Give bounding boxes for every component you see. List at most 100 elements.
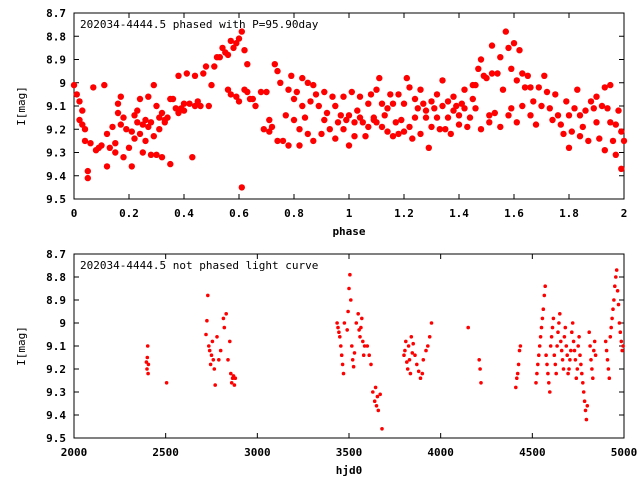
data-point — [153, 102, 160, 110]
data-point — [348, 88, 355, 96]
data-point — [427, 335, 432, 339]
data-point — [365, 100, 372, 107]
data-point — [164, 114, 171, 121]
data-point — [614, 268, 619, 272]
data-point — [548, 344, 553, 348]
data-point — [544, 353, 548, 358]
data-point — [609, 137, 617, 145]
x-tick-label: 2000 — [61, 446, 88, 459]
y-tick-label: 9.2 — [46, 363, 66, 376]
data-point — [117, 121, 125, 128]
data-point — [428, 98, 435, 105]
data-point — [315, 102, 322, 110]
data-point — [221, 316, 226, 321]
data-point — [472, 81, 479, 89]
data-point — [215, 335, 219, 339]
data-point — [340, 362, 345, 367]
data-point — [213, 383, 217, 387]
data-point — [620, 348, 624, 353]
data-point — [570, 330, 574, 335]
data-point — [439, 77, 446, 84]
data-point — [411, 95, 419, 103]
data-point — [117, 93, 125, 100]
data-point — [413, 353, 417, 358]
data-point — [147, 119, 155, 126]
data-point — [271, 60, 278, 68]
data-point — [380, 427, 384, 431]
data-point — [180, 100, 188, 107]
data-point — [307, 98, 314, 105]
data-point — [415, 362, 419, 367]
data-point — [142, 137, 149, 145]
data-point — [578, 353, 582, 358]
data-point — [593, 353, 598, 358]
data-point — [513, 119, 520, 126]
data-point — [374, 404, 379, 408]
data-point — [114, 109, 122, 117]
data-point — [208, 362, 213, 367]
data-point — [235, 98, 243, 105]
phased-light-curve-chart: 0 0.2 0.4 0.6 0.8 1 1.2 1.4 1.6 1.8 2 8.7 8.8 8.9 9 9.1… — [15, 7, 627, 238]
data-point — [429, 321, 434, 325]
data-point — [84, 174, 92, 182]
y-tick-label: 8.7 — [46, 248, 66, 261]
x-tick-label: 2 — [621, 207, 628, 220]
data-point — [486, 119, 493, 126]
data-point — [260, 126, 267, 133]
data-point — [208, 81, 215, 89]
data-point — [505, 112, 512, 119]
data-point — [142, 116, 149, 124]
data-point — [610, 316, 614, 321]
data-point — [268, 123, 276, 131]
data-point — [587, 98, 595, 105]
data-point — [614, 275, 618, 279]
data-point — [228, 339, 232, 344]
data-point — [224, 51, 232, 59]
data-point — [356, 114, 364, 121]
data-point — [332, 102, 339, 110]
data-point — [398, 116, 405, 124]
y-axis-label-top: I[mag] — [15, 86, 28, 126]
data-point — [535, 84, 542, 91]
data-point — [339, 353, 344, 358]
data-point — [205, 102, 212, 110]
data-point — [564, 344, 569, 348]
data-point — [568, 358, 572, 362]
data-point — [150, 133, 157, 140]
data-point — [542, 293, 547, 298]
data-point — [216, 54, 223, 61]
data-point — [561, 367, 566, 371]
chart-title-bottom: 202034-4444.5 not phased light curve — [80, 259, 318, 272]
data-point — [577, 335, 581, 339]
data-point — [535, 371, 539, 376]
data-point — [574, 86, 581, 93]
data-point — [517, 348, 522, 353]
data-point — [588, 344, 592, 348]
data-point — [361, 353, 366, 358]
y-tick-label: 9 — [59, 317, 66, 330]
data-point — [381, 112, 388, 119]
data-point — [563, 98, 570, 105]
data-point — [349, 298, 353, 302]
data-point — [285, 86, 292, 93]
data-point — [418, 376, 423, 381]
data-point — [426, 344, 430, 348]
data-point — [356, 93, 364, 100]
data-point — [450, 93, 457, 100]
data-point — [229, 371, 233, 376]
data-point — [321, 116, 328, 124]
data-point — [612, 121, 619, 128]
data-point — [252, 102, 259, 110]
data-point — [612, 298, 616, 302]
x-tick-label: 3000 — [244, 446, 271, 459]
data-point — [274, 137, 281, 145]
y-tick-label: 9 — [59, 77, 66, 90]
y-tick-label: 9.5 — [46, 193, 66, 206]
data-point — [323, 109, 331, 117]
data-point — [604, 348, 609, 353]
y-tick-label: 8.8 — [46, 271, 66, 284]
data-point — [340, 93, 347, 100]
data-point — [136, 130, 144, 138]
y-tick-label: 9.4 — [46, 170, 66, 183]
data-point — [417, 130, 424, 138]
